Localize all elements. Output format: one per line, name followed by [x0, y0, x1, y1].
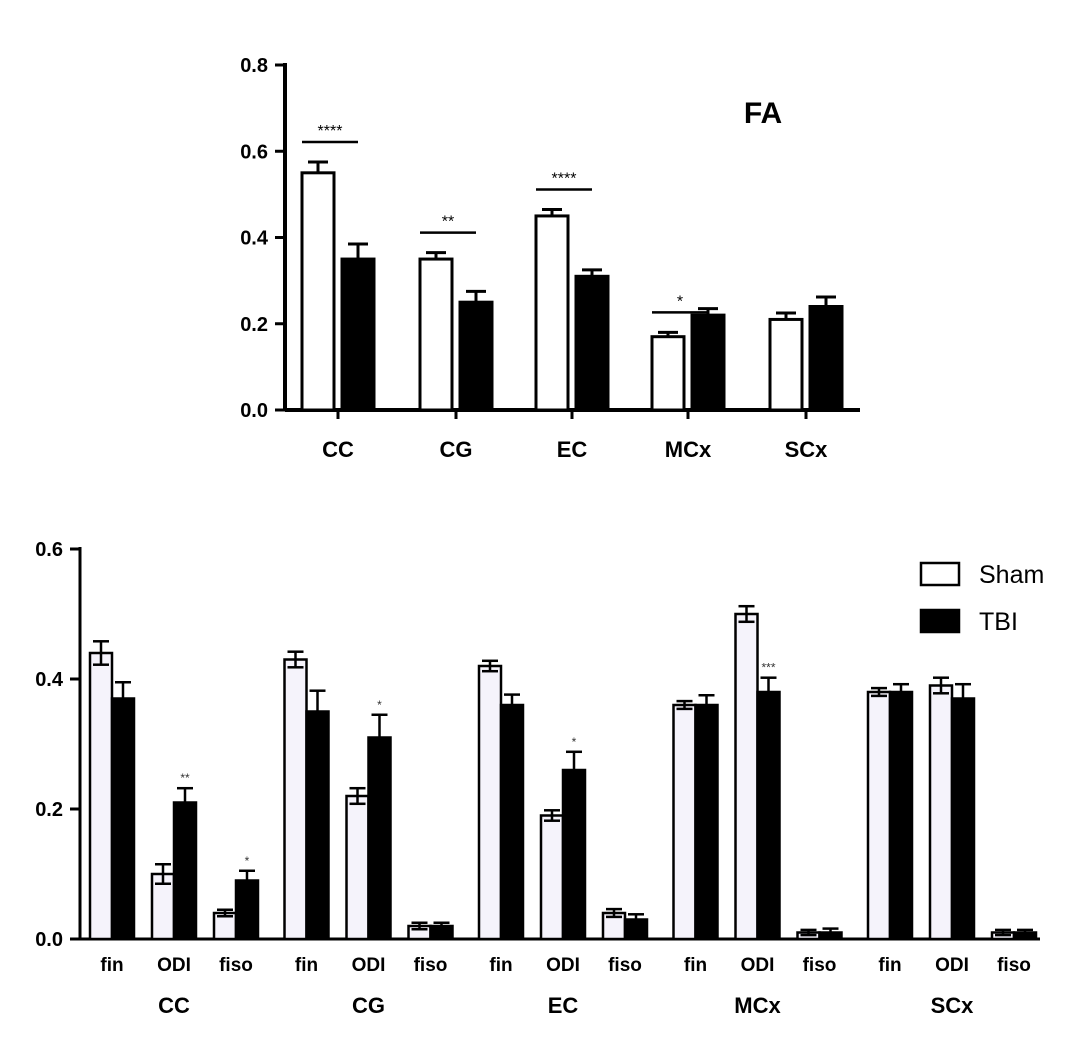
x-category-label: CC [322, 437, 354, 462]
bar-sham [418, 257, 454, 412]
bar-tbi [110, 697, 136, 941]
y-tick-label: 0.0 [35, 929, 63, 951]
x-category-label: MCx [665, 437, 712, 462]
legend-swatch-tbi [919, 608, 961, 634]
bar-tbi [888, 690, 914, 941]
bar-sham [88, 651, 114, 941]
x-group-label: CG [352, 993, 385, 1018]
x-subcategory-label: fiso [997, 955, 1031, 976]
x-group-label: CC [158, 993, 190, 1018]
legend: Sham TBI [919, 561, 1044, 636]
bar-sham [300, 171, 336, 412]
x-subcategory-label: fin [295, 955, 318, 976]
noddi-bar-chart: 0.0 0.2 0.4 0.6 fin ** ODI * fiso CC fin * ODI fiso CG… [35, 539, 1040, 1018]
significance-label: * [677, 293, 683, 310]
bar-tbi [367, 736, 392, 941]
bar-sham [345, 794, 370, 941]
significance-label: * [377, 698, 382, 712]
bar-sham [539, 814, 565, 941]
legend-label-sham: Sham [979, 561, 1044, 589]
x-subcategory-label: ODI [935, 955, 969, 976]
x-group-label: SCx [931, 993, 975, 1018]
significance-label: ** [180, 771, 190, 785]
x-group-label: MCx [734, 993, 781, 1018]
legend-swatch-sham [919, 561, 961, 587]
significance-label: * [245, 854, 250, 868]
bar-tbi [950, 697, 976, 941]
x-subcategory-label: ODI [741, 955, 775, 976]
x-subcategory-label: fiso [803, 955, 837, 976]
bar-tbi [458, 300, 494, 412]
bar-tbi [574, 274, 610, 412]
y-tick-label: 0.6 [240, 141, 268, 163]
x-subcategory-label: fin [878, 955, 901, 976]
bar-sham [928, 684, 954, 941]
bar-sham [283, 658, 308, 941]
x-category-label: EC [557, 437, 588, 462]
x-subcategory-label: fin [684, 955, 707, 976]
x-subcategory-label: fiso [414, 955, 448, 976]
bar-sham [734, 612, 759, 941]
bar-tbi [172, 801, 198, 941]
x-category-label: SCx [785, 437, 829, 462]
legend-label-tbi: TBI [979, 608, 1018, 636]
bar-sham [866, 690, 892, 941]
bar-sham [672, 703, 697, 941]
x-subcategory-label: ODI [352, 955, 386, 976]
fa-bar-chart: FA 0.0 0.2 0.4 0.6 0.8 CC **** CG ** EC **** MCx * SC… [240, 55, 860, 462]
significance-label: ** [442, 214, 454, 231]
bar-tbi [340, 257, 376, 412]
bar-tbi [694, 703, 719, 941]
y-tick-label: 0.6 [35, 539, 63, 561]
x-group-label: EC [548, 993, 579, 1018]
x-subcategory-label: fin [100, 955, 123, 976]
bar-tbi [561, 768, 587, 941]
significance-label: *** [761, 661, 775, 675]
bar-tbi [808, 305, 844, 412]
x-subcategory-label: fiso [219, 955, 253, 976]
y-tick-label: 0.0 [240, 400, 268, 422]
y-tick-label: 0.2 [35, 799, 63, 821]
bar-sham [768, 317, 804, 412]
significance-label: **** [318, 123, 343, 140]
fa-chart-title: FA [744, 97, 782, 130]
x-category-label: CG [440, 437, 473, 462]
significance-label: * [572, 735, 577, 749]
significance-label: **** [552, 170, 577, 187]
bar-sham [477, 664, 503, 941]
y-tick-label: 0.8 [240, 55, 268, 77]
x-subcategory-label: ODI [546, 955, 580, 976]
bar-sham [534, 214, 570, 412]
x-subcategory-label: ODI [157, 955, 191, 976]
y-tick-label: 0.4 [240, 228, 269, 250]
bar-tbi [690, 313, 726, 412]
bar-sham [650, 335, 686, 412]
y-tick-label: 0.2 [240, 314, 268, 336]
bar-tbi [305, 710, 330, 941]
x-subcategory-label: fiso [608, 955, 642, 976]
x-subcategory-label: fin [489, 955, 512, 976]
bar-tbi [499, 703, 525, 941]
y-tick-label: 0.4 [35, 669, 64, 691]
bar-tbi [756, 690, 781, 941]
